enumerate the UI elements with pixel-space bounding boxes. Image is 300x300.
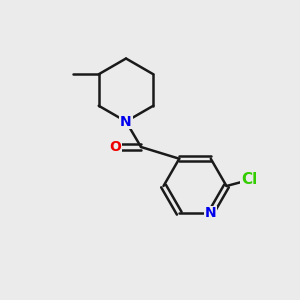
Text: N: N — [120, 115, 132, 128]
Text: O: O — [110, 140, 122, 154]
Text: Cl: Cl — [241, 172, 257, 188]
Text: N: N — [205, 206, 217, 220]
